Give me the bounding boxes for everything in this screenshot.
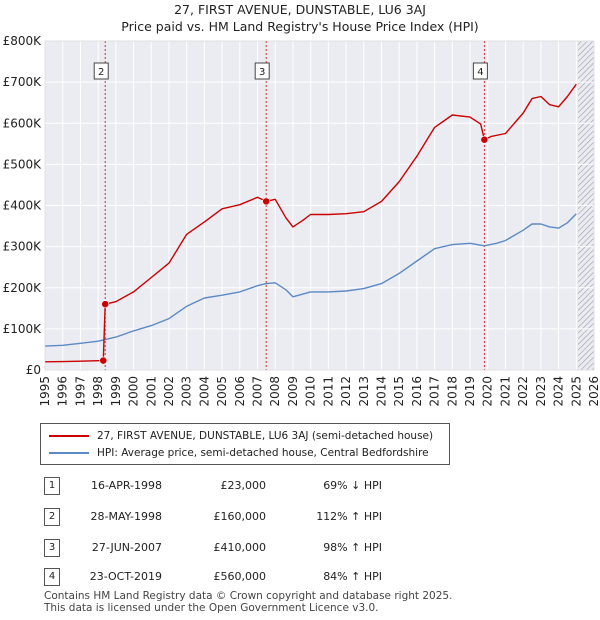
x-tick-label: 1996	[56, 376, 70, 407]
y-tick-label: £300K	[3, 240, 43, 254]
y-tick-label: £400K	[3, 199, 43, 213]
sale-date: 16-APR-1998	[90, 479, 162, 492]
y-tick-label: £700K	[3, 75, 43, 89]
sale-hpi-change: 69% ↓ HPI	[323, 479, 382, 492]
footer: Contains HM Land Registry data © Crown c…	[44, 590, 452, 614]
sale-point	[101, 300, 110, 309]
sale-hpi-change: 84% ↑ HPI	[323, 570, 382, 583]
sale-hpi-change: 112% ↑ HPI	[316, 510, 382, 523]
hpi-line	[44, 213, 577, 347]
sale-date: 27-JUN-2007	[91, 541, 162, 554]
sale-marker-number: 2	[98, 67, 104, 78]
x-tick-label: 2002	[162, 376, 176, 407]
sale-marker-frame	[472, 62, 488, 80]
sale-date: 23-OCT-2019	[89, 570, 162, 583]
x-tick-label: 2009	[286, 376, 300, 407]
legend-swatch-property	[49, 435, 89, 437]
sale-point	[480, 135, 489, 144]
sale-hpi-change: 98% ↑ HPI	[323, 541, 382, 554]
y-tick-label: £500K	[3, 157, 43, 171]
footer-license: This data is licensed under the Open Gov…	[44, 602, 379, 614]
sale-marker-box: 4	[472, 62, 488, 80]
x-tick-label: 2022	[516, 376, 530, 407]
x-tick-label: 2020	[481, 376, 495, 407]
x-tick-label: 2012	[339, 376, 353, 407]
sale-price: £410,000	[213, 541, 267, 554]
sale-number: 4	[44, 568, 60, 586]
x-tick-label: 2021	[498, 376, 512, 407]
x-tick-label: 2004	[197, 376, 211, 407]
chart-title: 27, FIRST AVENUE, DUNSTABLE, LU6 3AJ	[174, 2, 426, 17]
x-tick-label: 2019	[463, 376, 477, 407]
footer-copyright: Contains HM Land Registry data © Crown c…	[44, 590, 453, 602]
x-tick-label: 1995	[38, 376, 52, 407]
x-tick-label: 2010	[304, 376, 318, 407]
sale-point	[262, 197, 271, 206]
x-tick-label: 2000	[127, 376, 141, 407]
x-tick-label: 2024	[552, 376, 566, 407]
y-tick-label: £600K	[3, 116, 43, 130]
sale-date: 28-MAY-1998	[90, 510, 162, 523]
sale-number: 2	[44, 508, 60, 526]
sale-number: 1	[44, 477, 60, 495]
sale-point	[99, 356, 108, 365]
price-chart: 27, FIRST AVENUE, DUNSTABLE, LU6 3AJ Pri…	[3, 2, 600, 407]
x-tick-label: 1997	[73, 376, 87, 407]
x-tick-label: 2025	[569, 376, 583, 407]
x-tick-label: 2007	[251, 376, 265, 407]
plot-frame	[44, 40, 595, 371]
x-tick-label: 2026	[587, 376, 600, 407]
x-tick-label: 2006	[233, 376, 247, 407]
x-tick-label: 2023	[534, 376, 548, 407]
x-tick-label: 2017	[428, 376, 442, 407]
x-tick-label: 2008	[268, 376, 282, 407]
x-tick-label: 2005	[215, 376, 229, 407]
sale-marker-box: 3	[254, 62, 270, 80]
sale-price: £160,000	[213, 510, 267, 523]
sale-marker-number: 4	[477, 67, 483, 78]
chart-subtitle: Price paid vs. HM Land Registry's House …	[121, 19, 478, 34]
x-tick-label: 2016	[410, 376, 424, 407]
sale-marker-number: 3	[259, 67, 265, 78]
x-tick-label: 2014	[374, 376, 388, 407]
x-tick-label: 2001	[144, 376, 158, 407]
legend-label-hpi: HPI: Average price, semi-detached house,…	[97, 447, 429, 459]
sale-number: 3	[44, 539, 60, 557]
y-tick-label: £200K	[3, 281, 43, 295]
sale-price: £23,000	[220, 479, 267, 492]
legend-label-property: 27, FIRST AVENUE, DUNSTABLE, LU6 3AJ (se…	[97, 430, 434, 442]
legend: 27, FIRST AVENUE, DUNSTABLE, LU6 3AJ (se…	[40, 423, 450, 465]
y-tick-label: £100K	[3, 322, 43, 336]
y-tick-label: £800K	[3, 34, 43, 48]
sale-marker-frame	[254, 62, 270, 80]
x-tick-label: 2018	[445, 376, 459, 407]
y-tick-label: £0	[26, 363, 41, 377]
x-tick-label: 2015	[392, 376, 406, 407]
property-price-line	[44, 83, 577, 363]
x-tick-label: 2003	[180, 376, 194, 407]
x-tick-label: 2011	[321, 376, 335, 407]
sale-marker-box: 2	[93, 62, 109, 80]
legend-swatch-hpi	[49, 452, 89, 454]
sale-marker-frame	[93, 62, 109, 80]
x-tick-label: 1998	[91, 376, 105, 407]
x-tick-label: 1999	[109, 376, 123, 407]
x-tick-label: 2013	[357, 376, 371, 407]
sale-price: £560,000	[213, 570, 267, 583]
